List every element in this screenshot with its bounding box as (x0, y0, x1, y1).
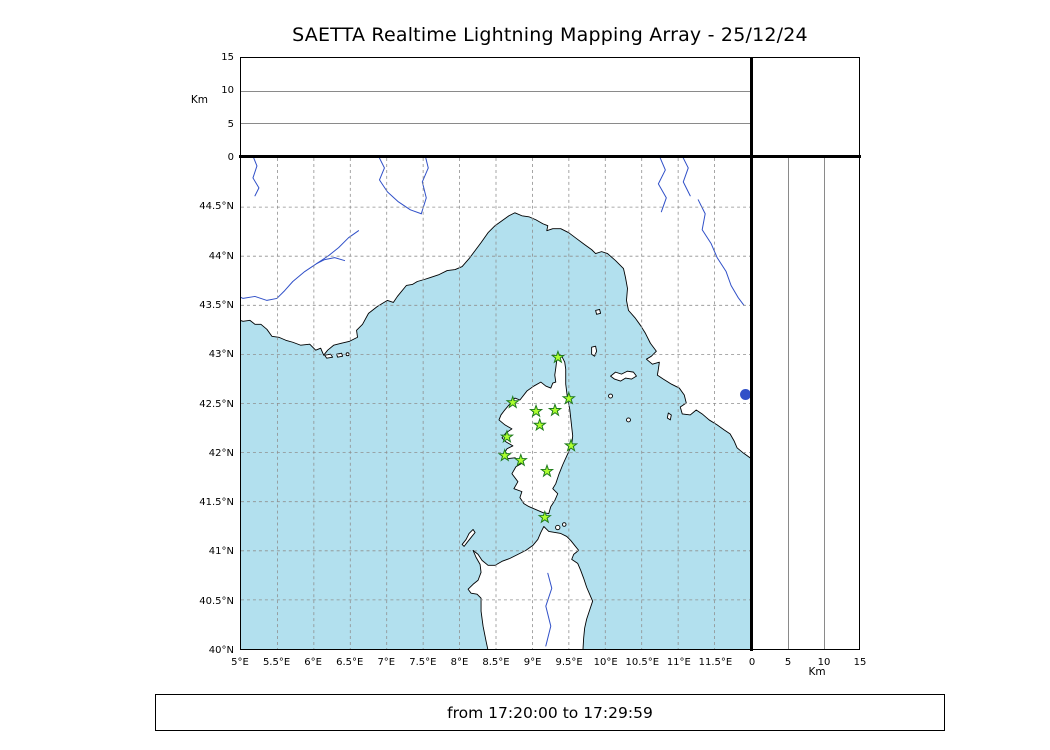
altitude-tick-label: 5 (784, 657, 792, 668)
station-marker (532, 417, 547, 432)
km-axis-label-left: Km (190, 94, 208, 106)
station-marker (528, 403, 544, 418)
altitude-grid-line (823, 158, 825, 649)
lon-tick-label: 7°E (377, 657, 396, 668)
lon-tick-label: 6.5°E (336, 657, 364, 668)
station-marker (547, 402, 563, 417)
lon-tick-label: 10.5°E (625, 657, 660, 668)
river-apennine-2 (682, 158, 691, 197)
lon-tick-label: 8°E (450, 657, 469, 668)
altitude-grid-line (241, 90, 751, 92)
giglio-island (666, 412, 672, 421)
lat-tick-label: 44.5°N (199, 201, 234, 213)
lat-tick-label: 40.5°N (199, 595, 234, 607)
panel-separator-vertical (750, 57, 753, 651)
montecristo-island (626, 417, 631, 423)
altitude-histogram-panel (752, 57, 860, 157)
altitude-tick-label: 15 (853, 657, 867, 668)
lake-bolsena (740, 389, 751, 401)
lon-tick-label: 9.5°E (555, 657, 583, 668)
lon-tick-label: 11.5°E (698, 657, 733, 668)
lat-tick-label: 42°N (208, 447, 234, 459)
panel-separator-horizontal (239, 155, 861, 158)
station-marker (539, 463, 555, 478)
time-range-text: from 17:20:00 to 17:29:59 (447, 703, 653, 722)
altitude-grid-line (241, 123, 751, 125)
river-durance (241, 230, 360, 301)
sardinia-island (467, 526, 594, 649)
altitude-latitude-panel (752, 157, 860, 650)
km-axis-label-bottom: Km (808, 666, 826, 678)
river-verdon (316, 257, 346, 265)
lat-tick-label: 42.5°N (199, 398, 234, 410)
map-canvas (241, 158, 751, 649)
altitude-grid-line (788, 158, 790, 649)
river-apennine-1 (657, 158, 667, 213)
capraia-island (591, 345, 598, 357)
time-range-box: from 17:20:00 to 17:29:59 (155, 694, 945, 731)
maddalena-island (555, 524, 561, 531)
altitude-tick-label: 5 (227, 118, 234, 130)
lat-tick-label: 43°N (208, 349, 234, 361)
station-marker (561, 391, 576, 405)
station-marker (563, 438, 579, 452)
lon-tick-label: 6°E (304, 657, 322, 668)
lon-tick-label: 9°E (523, 657, 542, 668)
station-marker (550, 349, 566, 364)
map-panel (240, 157, 752, 650)
altitude-longitude-panel (240, 57, 752, 157)
map-gridlines (241, 158, 751, 649)
station-marker (505, 394, 520, 409)
pianosa-island (608, 393, 613, 399)
altitude-tick-label: 0 (748, 657, 756, 668)
river-rhone (252, 158, 260, 197)
gorgona-island (595, 308, 602, 315)
mainland-coastline (241, 158, 751, 460)
altitude-tick-label: 10 (817, 657, 831, 668)
station-marker (537, 509, 552, 524)
altitude-tick-label: 0 (227, 152, 234, 163)
river-tiber-upper (697, 199, 745, 306)
lat-tick-label: 41°N (208, 546, 234, 558)
station-marker (513, 452, 528, 467)
lat-tick-label: 41.5°N (199, 497, 234, 509)
lon-tick-label: 11°E (666, 657, 691, 668)
hyeres-islands (324, 353, 334, 359)
elba-island (610, 370, 637, 382)
page-title: SAETTA Realtime Lightning Mapping Array … (292, 24, 808, 46)
lon-tick-label: 8.5°E (482, 657, 510, 668)
lat-tick-label: 44°N (208, 250, 234, 262)
lon-tick-label: 7.5°E (409, 657, 437, 668)
maddalena-island-2 (561, 522, 567, 527)
river-piedmont (378, 158, 422, 215)
station-markers (497, 349, 579, 524)
lon-tick-label: 10°E (593, 657, 618, 668)
lat-tick-label: 43.5°N (199, 299, 234, 311)
corsica-island (498, 352, 574, 514)
altitude-tick-label: 10 (221, 85, 234, 97)
lon-tick-label: 5.5°E (262, 657, 291, 668)
station-marker (499, 429, 515, 443)
station-marker (497, 448, 512, 462)
lon-tick-label: 5°E (231, 657, 249, 668)
river-piedmont-branch (420, 158, 429, 215)
hyeres-islands-2 (336, 352, 344, 358)
river-sardinia (545, 572, 553, 647)
asinara-island (461, 529, 476, 547)
altitude-tick-label: 15 (221, 52, 234, 63)
lat-tick-label: 40°N (208, 645, 234, 656)
